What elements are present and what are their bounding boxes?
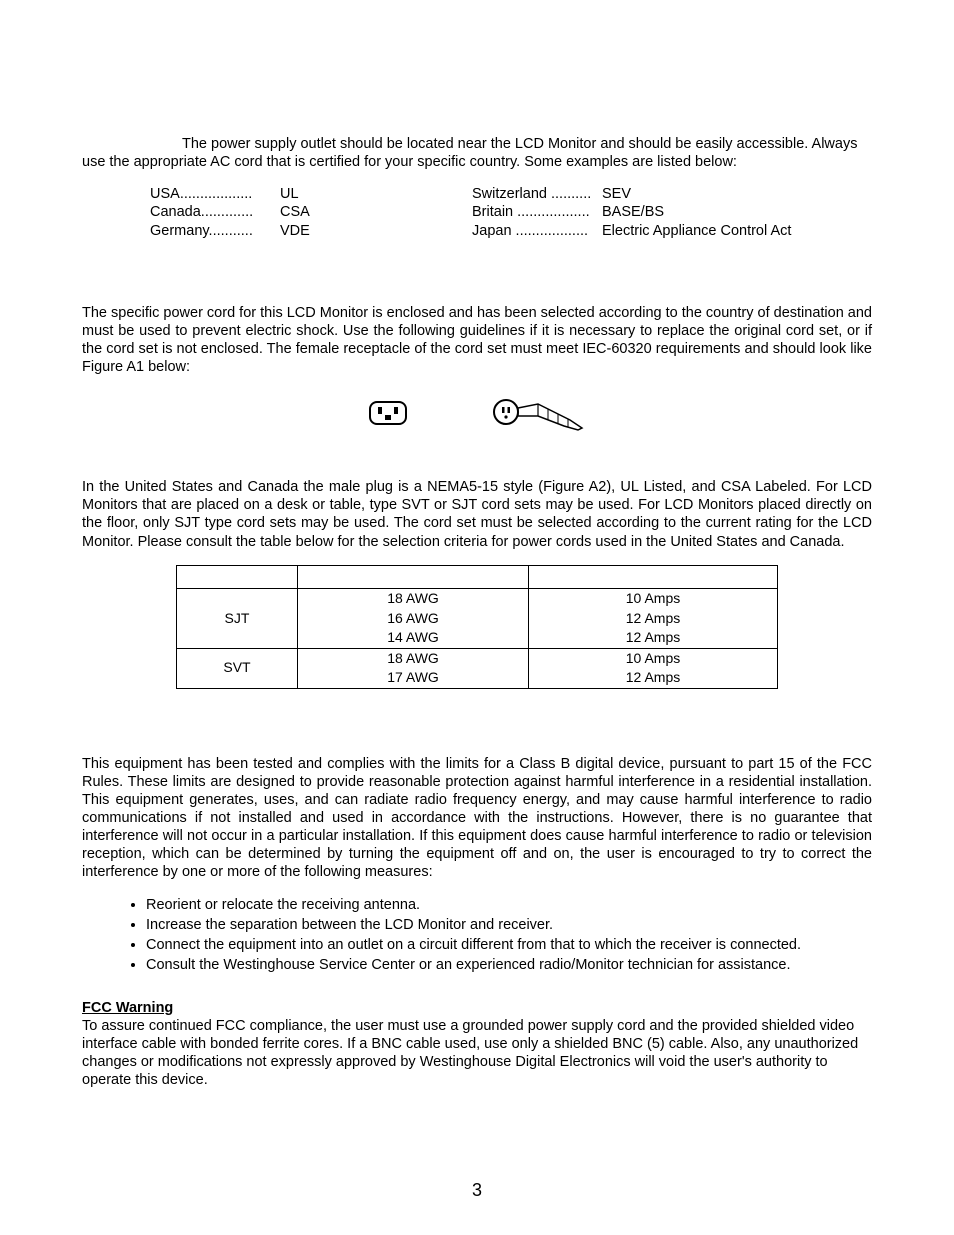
plug-icon [492,398,586,432]
fcc-measures-list: Reorient or relocate the receiving anten… [82,896,872,975]
intro-paragraph: The power supply outlet should be locate… [82,135,872,171]
page-number: 3 [0,1179,954,1202]
cert-row: Canada............. CSA Britain ........… [82,203,872,221]
amps-cell: 10 Amps [529,648,778,668]
cert-country: Germany........... [150,222,280,240]
cert-code: VDE [280,222,340,240]
fcc-warning-body: To assure continued FCC compliance, the … [82,1017,872,1090]
cert-country: Canada............. [150,203,280,221]
amps-cell: 10 Amps [529,589,778,609]
amps-cell: 12 Amps [529,668,778,688]
certification-list: USA.................. UL Switzerland ...… [82,185,872,239]
wire-size-cell: 18 AWG [298,589,529,609]
cert-code: CSA [280,203,340,221]
wire-size-cell: 17 AWG [298,668,529,688]
cert-country: Japan .................. [472,222,602,240]
cert-row: Germany........... VDE Japan ...........… [82,222,872,240]
wire-size-cell: 14 AWG [298,628,529,648]
list-item: Reorient or relocate the receiving anten… [146,896,872,914]
cord-spec-paragraph: The specific power cord for this LCD Mon… [82,304,872,377]
cord-type-cell: SJT [177,589,298,649]
table-row: SVT 18 AWG 10 Amps [177,648,778,668]
fcc-warning-heading: FCC Warning [82,999,173,1017]
amps-cell: 12 Amps [529,609,778,629]
cert-code: SEV [602,185,832,203]
cord-selection-table: SJT 18 AWG 10 Amps 16 AWG 12 Amps 14 AWG… [176,565,778,689]
us-canada-paragraph: In the United States and Canada the male… [82,478,872,551]
cert-code: BASE/BS [602,203,832,221]
list-item: Connect the equipment into an outlet on … [146,936,872,954]
table-header [298,566,529,589]
cert-code: UL [280,185,340,203]
table-header [529,566,778,589]
receptacle-icon [368,398,408,428]
document-page: The power supply outlet should be locate… [0,0,954,1235]
cert-row: USA.................. UL Switzerland ...… [82,185,872,203]
cert-country: USA.................. [150,185,280,203]
list-item: Increase the separation between the LCD … [146,916,872,934]
amps-cell: 12 Amps [529,628,778,648]
cert-code: Electric Appliance Control Act [602,222,832,240]
table-header-row [177,566,778,589]
figure-row [82,398,872,432]
table-row: SJT 18 AWG 10 Amps [177,589,778,609]
wire-size-cell: 16 AWG [298,609,529,629]
cert-country: Switzerland .......... [472,185,602,203]
wire-size-cell: 18 AWG [298,648,529,668]
fcc-paragraph: This equipment has been tested and compl… [82,755,872,882]
list-item: Consult the Westinghouse Service Center … [146,956,872,974]
cert-country: Britain .................. [472,203,602,221]
cord-type-cell: SVT [177,648,298,688]
table-header [177,566,298,589]
